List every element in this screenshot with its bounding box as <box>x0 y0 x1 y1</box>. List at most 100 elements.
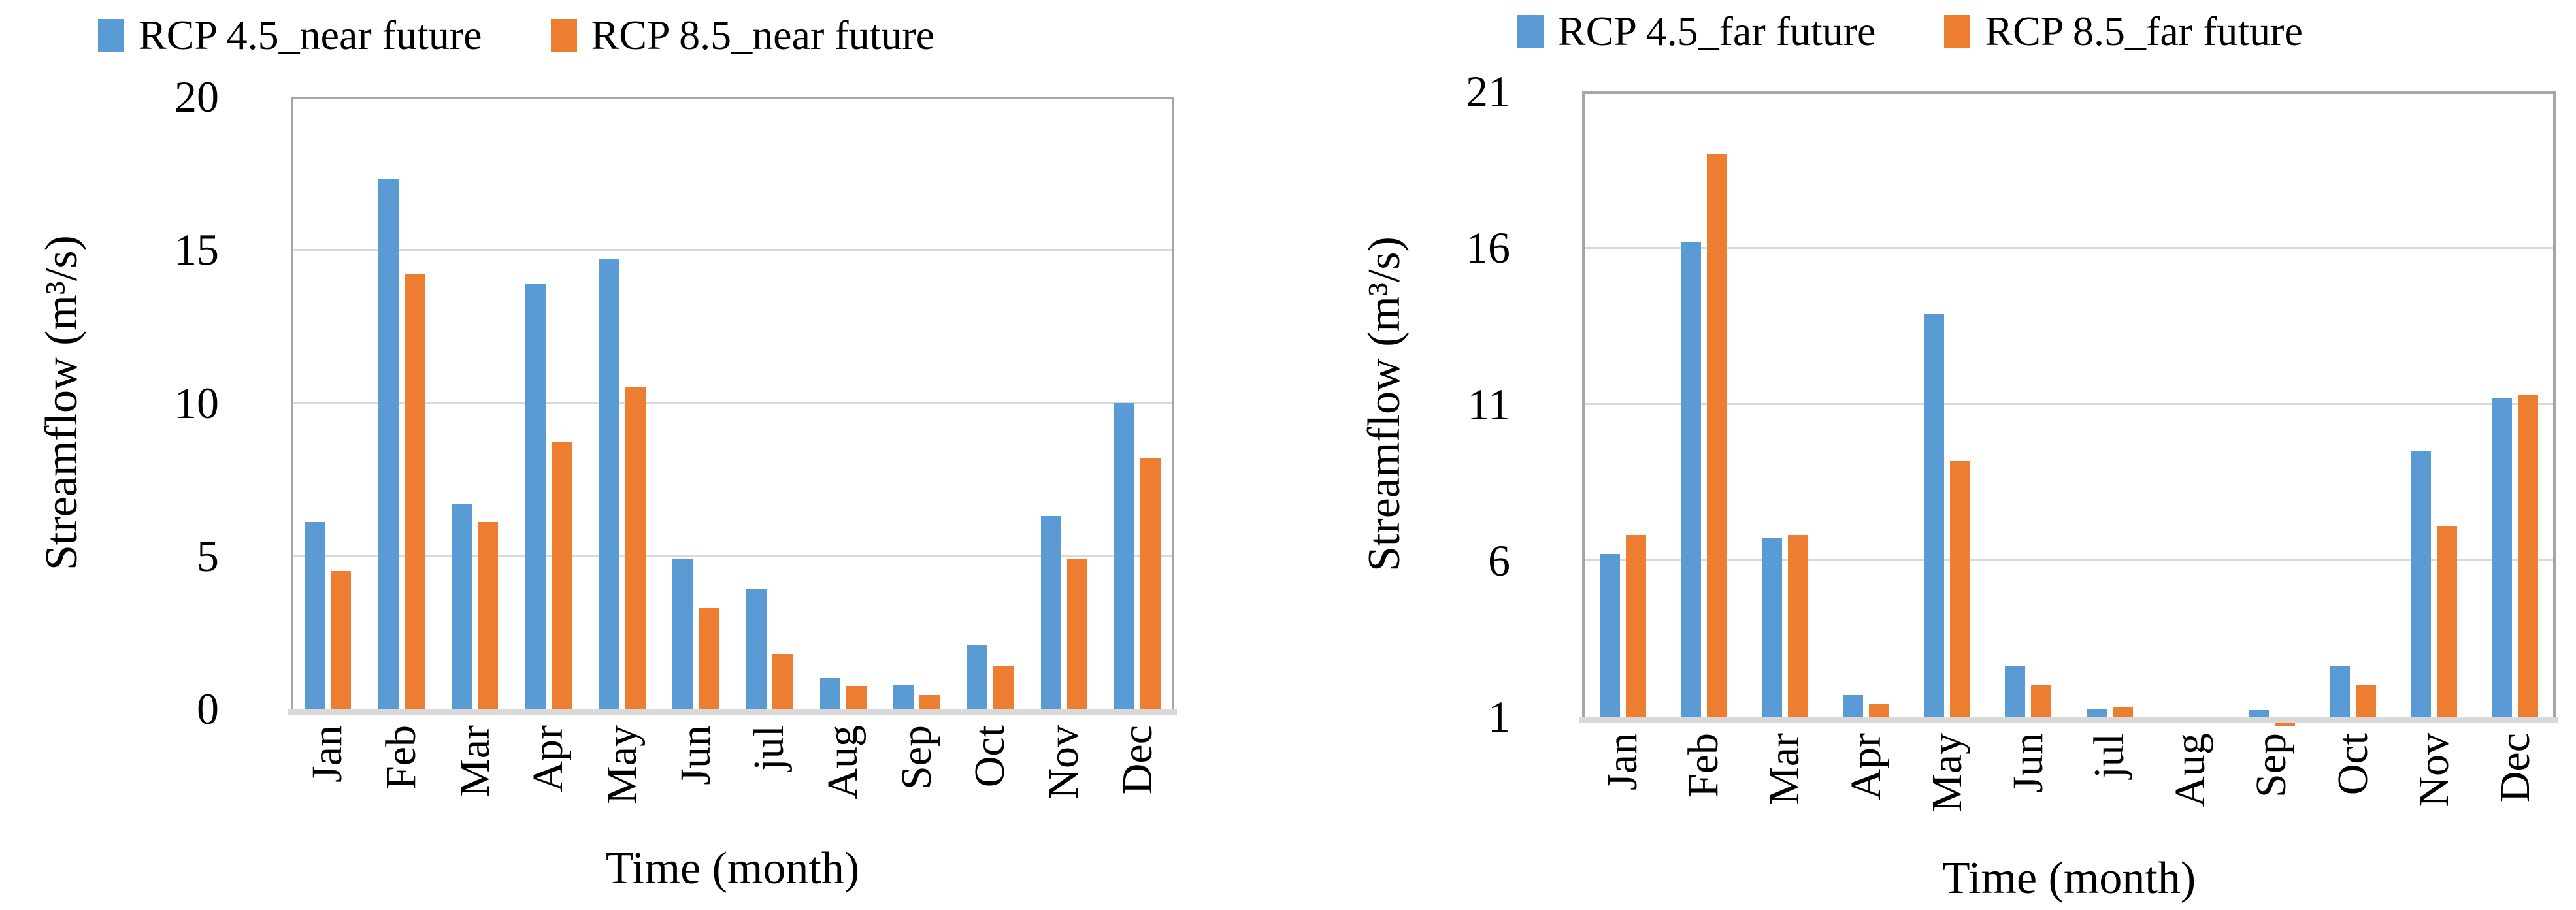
x-tick-label: May <box>1907 733 1988 870</box>
chart-near-future: RCP 4.5_near future RCP 8.5_near future St… <box>0 0 1287 910</box>
plot-area <box>288 97 1177 715</box>
x-tick-label-text: Jan <box>303 725 352 783</box>
bar-rcp45-oct <box>966 644 987 709</box>
x-tick-label-text: Jun <box>2004 733 2052 793</box>
y-tick-label: 15 <box>174 225 219 275</box>
plot-border-top <box>1582 91 2556 94</box>
bar-rcp45-may <box>1924 313 1945 717</box>
x-tick-label-text: Aug <box>2166 733 2215 807</box>
legend-label: RCP 8.5_near future <box>591 12 935 58</box>
bar-rcp45-apr <box>1843 694 1864 717</box>
x-tick-label: Aug <box>2150 733 2231 870</box>
gridline <box>291 248 1174 251</box>
x-tick-label-text: Oct <box>966 725 1014 788</box>
chart-far-future: RCP 4.5_far future RCP 8.5_far future Stre… <box>1289 0 2576 910</box>
x-tick-label: Nov <box>2394 733 2475 870</box>
bar-rcp85-dec <box>1140 457 1161 709</box>
legend: RCP 4.5_far future RCP 8.5_far future <box>1517 10 2303 52</box>
x-tick-label-text: Oct <box>2328 733 2377 796</box>
legend-item: RCP 8.5_near future <box>550 12 935 58</box>
gridline <box>1582 246 2556 249</box>
x-tick-label-text: Nov <box>1039 725 1087 800</box>
bar-rcp85-dec <box>2518 395 2539 717</box>
gridline <box>291 402 1174 404</box>
bar-rcp45-feb <box>378 179 399 709</box>
x-tick-label: Feb <box>365 725 438 862</box>
y-tick-label: 21 <box>1466 67 1510 116</box>
bar-rcp85-may <box>1950 460 1971 717</box>
plot-border-right <box>2553 91 2556 717</box>
x-axis-line <box>288 709 1177 715</box>
x-tick-label-text: Dec <box>1113 725 1161 795</box>
x-axis-title: Time (month) <box>605 843 860 894</box>
y-tick-label: 10 <box>174 378 219 428</box>
x-tick-label-text: Apr <box>524 725 572 792</box>
bar-rcp85-nov <box>2437 526 2458 717</box>
bar-rcp45-may <box>599 259 619 709</box>
legend-swatch-icon <box>1517 15 1544 48</box>
bar-rcp85-jul <box>2112 707 2133 717</box>
bar-rcp45-sep <box>2248 710 2269 717</box>
x-axis-title: Time (month) <box>1941 853 2196 903</box>
bar-rcp85-oct <box>2356 685 2377 717</box>
x-tick-label-text: Nov <box>2409 733 2458 807</box>
plot-area <box>1579 91 2558 726</box>
x-tick-label: Nov <box>1027 725 1101 862</box>
y-tick-label: 5 <box>197 530 219 581</box>
x-tick-label: Jan <box>291 725 365 862</box>
x-tick-label: Apr <box>512 725 586 862</box>
bar-rcp85-mar <box>1787 535 1808 717</box>
bar-rcp85-jun <box>2031 685 2052 717</box>
bar-rcp45-jun <box>672 559 693 709</box>
legend: RCP 4.5_near future RCP 8.5_near future <box>98 14 934 56</box>
x-tick-label: jul <box>2069 733 2150 870</box>
bar-rcp85-jun <box>699 608 719 709</box>
x-tick-label-text: Mar <box>1760 733 1809 805</box>
legend-item: RCP 4.5_near future <box>98 14 482 56</box>
bar-rcp45-aug <box>819 678 840 709</box>
x-tick-label: Mar <box>1744 733 1825 870</box>
x-tick-label: Sep <box>880 725 953 862</box>
bar-rcp45-mar <box>452 504 472 709</box>
bar-rcp45-jun <box>2005 666 2026 717</box>
legend-item: RCP 8.5_far future <box>1944 8 2303 54</box>
x-tick-label-text: Dec <box>2490 733 2539 803</box>
plot-border-right <box>1172 97 1174 709</box>
y-tick-label: 6 <box>1488 535 1510 585</box>
bar-rcp85-feb <box>1706 154 1727 717</box>
legend-label: RCP 8.5_far future <box>1985 8 2303 54</box>
gridline <box>1582 403 2556 405</box>
plot-border-top <box>291 97 1174 99</box>
x-tick-label-text: May <box>597 725 646 804</box>
y-tick-label: 20 <box>174 72 219 122</box>
x-tick-label: May <box>586 725 659 862</box>
bar-rcp45-nov <box>1040 515 1061 709</box>
x-tick-label: Mar <box>438 725 512 862</box>
legend-label: RCP 4.5_near future <box>139 12 482 58</box>
plot-border-left <box>291 97 293 709</box>
x-tick-label: Jun <box>1988 733 2069 870</box>
legend-label: RCP 4.5_far future <box>1558 8 1876 54</box>
x-tick-label: Aug <box>806 725 880 862</box>
x-tick-label-text: Feb <box>1679 733 1728 798</box>
x-tick-label: jul <box>733 725 806 862</box>
x-tick-label: Feb <box>1663 733 1744 870</box>
bar-rcp85-mar <box>478 522 499 709</box>
bar-rcp85-jan <box>1625 535 1646 717</box>
x-tick-label-text: Mar <box>450 725 499 797</box>
legend-swatch-icon <box>1944 15 1971 48</box>
bar-rcp45-jan <box>1599 554 1620 717</box>
bar-rcp85-sep <box>2274 723 2295 726</box>
bar-rcp45-jul <box>746 589 767 709</box>
x-axis-line <box>1579 717 2558 723</box>
x-tick-label-text: Feb <box>376 725 425 790</box>
bar-rcp85-jan <box>330 571 351 709</box>
x-tick-label-text: Apr <box>1841 733 1890 800</box>
x-tick-label: Jan <box>1582 733 1663 870</box>
x-tick-label-text: Jan <box>1598 733 1647 790</box>
bar-rcp85-jul <box>772 653 793 709</box>
gridline <box>291 555 1174 557</box>
bar-rcp45-sep <box>893 684 914 709</box>
x-tick-label: Dec <box>1100 725 1174 862</box>
